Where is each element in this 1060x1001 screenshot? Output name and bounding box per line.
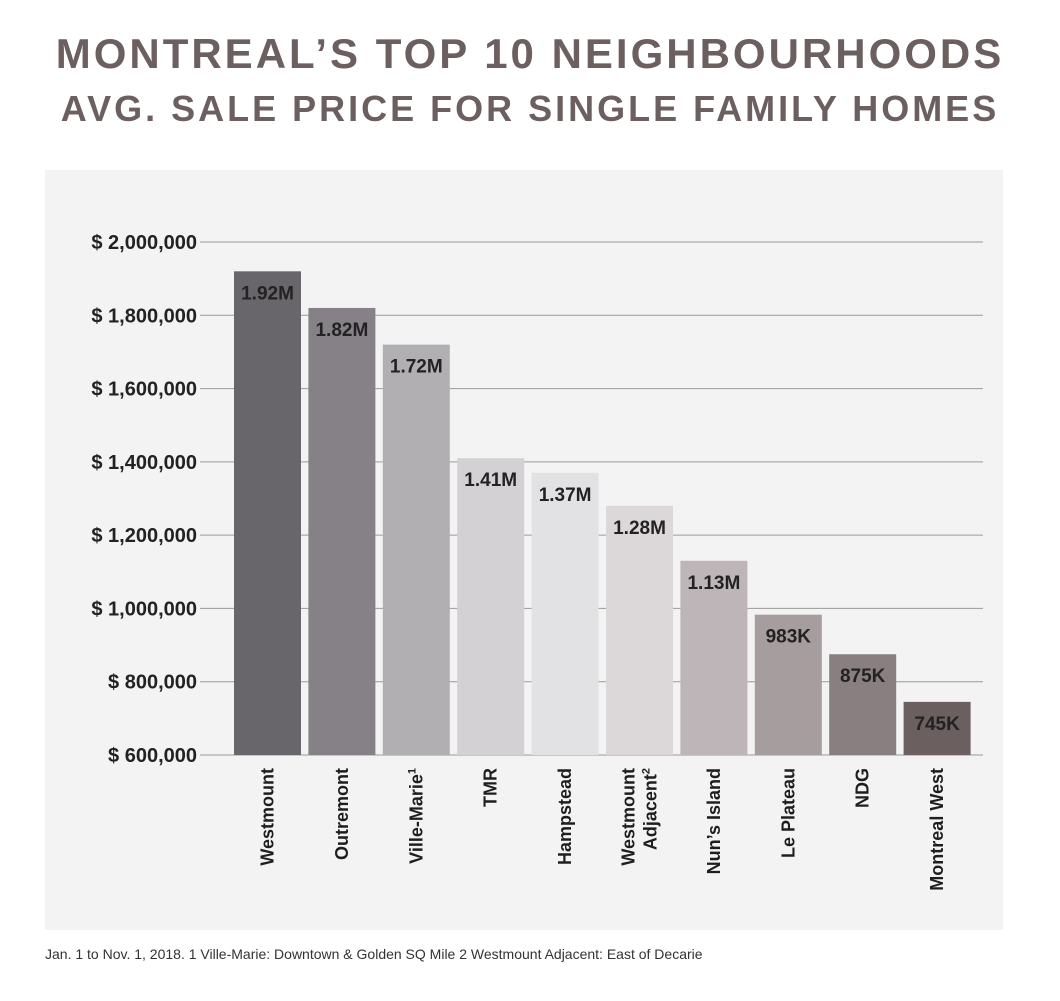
x-tick-label: NDG — [853, 768, 873, 808]
x-tick-label-line: Westmount — [258, 768, 278, 866]
bar — [903, 701, 971, 755]
y-tick-label: $ 2,000,000 — [91, 232, 197, 254]
x-tick-label-line: Adjacent2 — [641, 768, 661, 850]
data-label: 745K — [914, 714, 960, 735]
y-tick-label: $ 1,600,000 — [91, 379, 197, 401]
bars — [234, 271, 971, 755]
chart-title: MONTREAL’S TOP 10 NEIGHBOURHOODS — [55, 30, 1005, 77]
chart-subtitle: AVG. SALE PRICE FOR SINGLE FAMILY HOMES — [60, 88, 1000, 129]
x-tick-label: Westmount — [258, 768, 278, 866]
data-label: 983K — [766, 627, 812, 648]
y-tick-label: $ 1,200,000 — [91, 525, 197, 547]
data-label: 1.72M — [390, 357, 443, 378]
data-label: 1.82M — [315, 320, 368, 341]
data-label: 1.92M — [241, 283, 294, 304]
bar — [680, 560, 748, 755]
bar — [531, 472, 599, 755]
x-tick-label-line: Hampstead — [555, 768, 575, 865]
x-tick-label-line: Nun’s Island — [704, 768, 724, 874]
x-tick-label-line: Ville-Marie1 — [406, 768, 426, 864]
footnote-marker: 2 — [641, 768, 653, 774]
bar — [606, 505, 673, 755]
y-tick-label: $ 1,400,000 — [91, 452, 197, 474]
data-label: 1.13M — [687, 573, 740, 594]
data-label: 1.41M — [464, 470, 517, 491]
data-label: 1.28M — [613, 518, 666, 539]
bar — [234, 271, 301, 755]
bar — [829, 654, 897, 755]
x-tick-label-line: Montreal West — [927, 768, 947, 891]
x-tick-label-line: TMR — [481, 768, 501, 807]
x-tick-label: Nun’s Island — [704, 768, 724, 874]
bar — [754, 614, 822, 755]
y-tick-label: $ 800,000 — [108, 672, 197, 694]
x-tick-label-line: NDG — [853, 768, 873, 808]
x-tick-label: Westmount Adjacent2 — [619, 768, 661, 866]
x-tick-label-line: Outremont — [332, 768, 352, 860]
bar — [308, 307, 376, 755]
data-label: 875K — [840, 666, 886, 687]
x-tick-label-line: Le Plateau — [778, 768, 798, 858]
footnote-marker: 1 — [406, 768, 418, 774]
y-tick-label: $ 1,000,000 — [91, 598, 197, 620]
x-tick-label: Le Plateau — [778, 768, 798, 858]
x-tick-label: Outremont — [332, 768, 352, 860]
y-tick-label: $ 600,000 — [108, 745, 197, 767]
x-tick-label: Montreal West — [927, 768, 947, 891]
footnote: Jan. 1 to Nov. 1, 2018. 1 Ville-Marie: D… — [45, 946, 703, 962]
data-labels: 1.92M 1.82M 1.72M 1.41M 1.37M 1.28M 1.13M 983K 8… — [241, 283, 960, 735]
x-tick-label: TMR — [481, 768, 501, 807]
data-label: 1.37M — [539, 485, 592, 506]
bar — [382, 344, 450, 755]
x-tick-label-line: Westmount — [619, 768, 639, 866]
y-tick-label: $ 1,800,000 — [91, 305, 197, 327]
x-axis-tick-labels: Westmount Outremont Ville-Marie1 TMR Hampste… — [258, 768, 948, 891]
x-tick-label: Hampstead — [555, 768, 575, 865]
bar — [457, 458, 525, 755]
y-axis-tick-labels: $ 2,000,000 $ 1,800,000 $ 1,600,000 $ 1,400… — [91, 232, 197, 767]
x-tick-label: Ville-Marie1 — [406, 768, 426, 864]
